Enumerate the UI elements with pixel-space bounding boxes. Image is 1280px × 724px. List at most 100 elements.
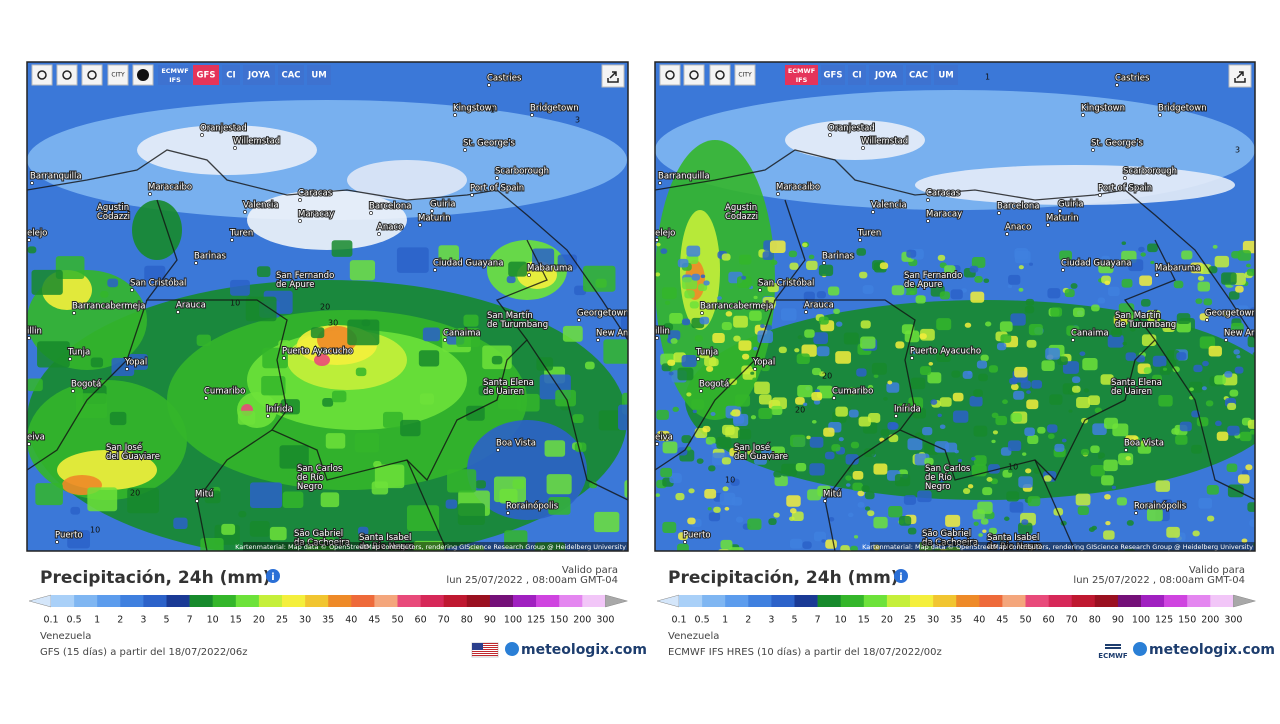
model-button[interactable] [785, 65, 818, 85]
weather-cell [1236, 355, 1241, 359]
contour-label: 3 [575, 116, 580, 125]
weather-cell [713, 506, 721, 513]
weather-cell [1075, 493, 1091, 506]
contour-label: 10 [230, 299, 240, 308]
weather-cell [973, 455, 987, 466]
tool-button[interactable] [56, 64, 78, 86]
weather-cell [1008, 469, 1013, 473]
city-dot [871, 210, 875, 214]
city-dot [1098, 193, 1102, 197]
weather-cell [821, 539, 826, 543]
weather-cell [1147, 243, 1158, 253]
weather-cell [661, 287, 677, 300]
weather-cell [735, 516, 744, 523]
weather-cell [806, 260, 818, 270]
model-button-label: GFS [824, 71, 843, 81]
weather-cell [910, 377, 926, 390]
model-button[interactable] [848, 65, 866, 85]
contour-label: 20 [320, 303, 330, 312]
weather-cell [988, 365, 998, 373]
info-icon[interactable] [894, 569, 908, 583]
info-icon[interactable] [266, 569, 280, 583]
city-label-line: San Carlos [925, 464, 971, 474]
tool-button[interactable] [734, 64, 756, 86]
scale-swatch [74, 595, 98, 607]
weather-cell [833, 308, 840, 315]
model-button[interactable] [869, 65, 903, 85]
weather-cell [196, 334, 211, 347]
model-button[interactable] [934, 65, 958, 85]
border [196, 429, 273, 551]
city-label: Barcelona [997, 202, 1039, 212]
weather-cell [950, 289, 963, 300]
tool-button[interactable] [107, 64, 129, 86]
weather-cell [1009, 501, 1024, 513]
weather-cell [722, 486, 729, 492]
weather-cell [256, 266, 271, 278]
tool-button[interactable] [659, 64, 681, 86]
scale-label: 50 [1019, 615, 1031, 626]
weather-cell [1045, 347, 1060, 360]
contour-label: 1 [985, 73, 990, 82]
weather-cell [778, 346, 787, 354]
model-button[interactable] [222, 65, 240, 85]
weather-cell [825, 539, 837, 549]
weather-cell [924, 457, 934, 466]
weather-cell [1010, 383, 1019, 391]
city-dot [453, 113, 457, 117]
tool-button[interactable] [31, 64, 53, 86]
city-label-line: Negro [925, 482, 951, 492]
weather-cell [1043, 475, 1052, 482]
city-label: St. George's [463, 139, 515, 149]
city-label-line: da Cachoeira [294, 538, 350, 548]
weather-cell [908, 397, 924, 410]
weather-cell [1125, 435, 1139, 446]
weather-cell [835, 351, 852, 364]
model-button[interactable] [307, 65, 331, 85]
scale-swatch [817, 595, 841, 607]
weather-cell [456, 327, 481, 348]
model-button[interactable] [906, 65, 931, 85]
weather-cell [1196, 417, 1209, 427]
weather-cell [667, 359, 676, 366]
weather-cell [1122, 341, 1127, 346]
model-button[interactable] [193, 65, 219, 85]
model-button[interactable] [243, 65, 275, 85]
weather-cell [504, 530, 528, 549]
weather-cell [758, 394, 772, 405]
tool-icon [87, 70, 97, 80]
scale-label: 2 [117, 615, 123, 626]
model-button[interactable] [278, 65, 304, 85]
city-label: St. George's [1091, 139, 1143, 149]
weather-cell [769, 240, 786, 254]
city-label: Cumaribo [204, 387, 245, 397]
weather-cell [728, 547, 744, 551]
tool-button[interactable] [709, 64, 731, 86]
weather-cell [656, 242, 661, 247]
weather-cell [879, 262, 889, 270]
weather-cell [828, 517, 835, 522]
weather-cell [980, 518, 989, 525]
scale-swatch [559, 595, 583, 607]
tool-button[interactable] [683, 64, 705, 86]
weather-cell [1111, 485, 1117, 490]
weather-cell [1233, 305, 1249, 318]
weather-cell [795, 397, 805, 405]
weather-cell [818, 264, 834, 277]
scale-label: 70 [1066, 615, 1078, 626]
valid-label: Valido para [1189, 565, 1245, 576]
tool-button[interactable] [81, 64, 103, 86]
weather-cell [491, 355, 503, 365]
weather-cell [583, 265, 616, 292]
weather-cell [230, 279, 250, 296]
weather-cell [534, 542, 566, 551]
flag-stripe [472, 643, 498, 644]
scale-swatch [97, 595, 121, 607]
city-label: Valencia [243, 201, 279, 211]
weather-cell [1195, 298, 1203, 304]
model-button[interactable] [821, 65, 845, 85]
weather-cell [804, 329, 815, 338]
weather-cell [655, 493, 661, 498]
model-button[interactable] [158, 65, 192, 85]
weather-cell [1162, 321, 1176, 333]
